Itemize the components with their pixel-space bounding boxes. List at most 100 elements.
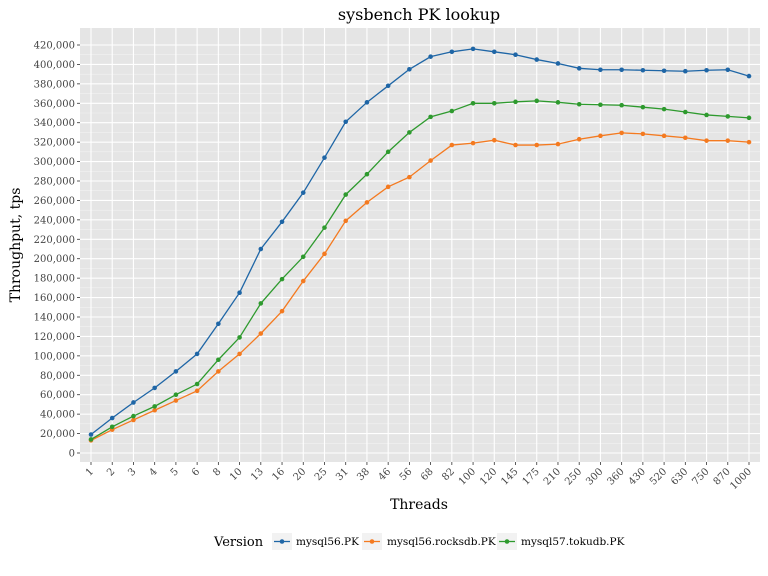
data-point [173,392,179,398]
data-point [555,61,561,66]
data-point [152,407,157,413]
data-point [407,130,412,135]
data-point [746,115,752,121]
y-tick-label: 200,000 [34,254,75,265]
data-point [470,140,476,146]
data-point [385,149,391,155]
legend-key-point [279,539,285,544]
data-point [534,142,540,148]
legend-item: mysql57.tokudb.PK [497,533,625,550]
data-point [491,100,497,106]
y-tick-label: 180,000 [34,274,75,285]
data-point [683,135,688,141]
data-point [237,335,242,340]
legend-key-point [369,539,375,544]
data-point [258,331,264,336]
data-point [88,432,94,437]
data-point [598,67,603,73]
data-point [258,301,264,306]
data-point [109,424,115,430]
data-point [216,357,221,363]
data-point [194,351,200,357]
y-tick-label: 240,000 [34,215,75,226]
data-point [683,109,688,115]
data-point [343,119,349,125]
data-point [491,49,497,55]
data-point [194,388,200,394]
data-point [576,136,582,142]
legend-item: mysql56.rocksdb.PK [362,533,496,550]
y-tick-label: 220,000 [34,235,75,246]
data-point [513,99,518,105]
data-point [364,171,370,177]
x-axis: 1 2 3 4 5 6 8 10 13 16 20 25 31 38 46 56 68 82 100 120 145 17… [84,462,754,492]
data-point [173,369,179,374]
grid [80,28,760,462]
data-point [237,290,242,296]
legend-title: Version [213,535,264,550]
data-point [322,225,327,230]
data-point [746,73,752,79]
y-tick-label: 80,000 [40,371,75,382]
y-tick-label: 260,000 [34,196,75,207]
data-point [109,415,115,421]
y-tick-label: 360,000 [34,99,75,110]
data-point [385,83,391,89]
y-tick-label: 100,000 [34,351,75,362]
data-point [279,219,285,225]
legend-label: mysql56.PK [296,536,359,548]
data-point [152,385,157,391]
y-tick-label: 420,000 [34,41,75,52]
data-point [428,54,433,59]
data-point [152,404,157,409]
data-point [131,417,136,423]
data-point [364,200,370,205]
data-point [428,114,433,120]
data-point [131,413,136,419]
data-point [470,100,476,106]
series-line [90,100,750,440]
data-point [576,66,582,71]
data-point [407,66,412,72]
data-point [555,100,561,105]
series-layer [88,46,752,443]
data-point [216,369,221,374]
data-point [619,130,624,136]
y-tick-label: 40,000 [40,410,75,421]
chart-title: sysbench PK lookup [338,5,500,24]
data-point [534,98,540,104]
legend-label: mysql57.tokudb.PK [521,536,625,548]
data-point [661,68,667,74]
data-point [725,67,731,73]
data-point [407,174,412,180]
legend-item: mysql56.PK [272,533,359,550]
data-point [322,155,327,160]
data-point [598,102,603,108]
legend-key-point [504,539,510,544]
data-point [640,104,646,110]
data-point [704,67,709,73]
legend: Version mysql56.PK mysql56.rocksdb.PK mysq… [213,533,625,550]
data-point [576,101,582,107]
data-point [619,67,624,73]
series-mysql56.rocksdb.PK [88,130,752,443]
y-axis: 0 20,000 40,000 60,000 80,000 100,000 120,000 1… [34,41,80,460]
data-point [598,133,603,139]
data-point [216,321,221,327]
data-point [322,251,327,257]
y-tick-label: 60,000 [40,390,75,401]
y-tick-label: 20,000 [40,429,75,440]
y-tick-label: 140,000 [34,313,75,324]
data-point [300,254,306,260]
data-point [194,381,200,387]
data-point [449,108,455,114]
data-point [300,190,306,195]
y-tick-label: 0 [69,449,75,460]
data-point [619,102,624,108]
data-point [300,278,306,284]
data-point [746,139,752,145]
data-point [279,276,285,282]
data-point [704,138,709,143]
data-point [449,142,455,148]
data-point [88,437,94,442]
